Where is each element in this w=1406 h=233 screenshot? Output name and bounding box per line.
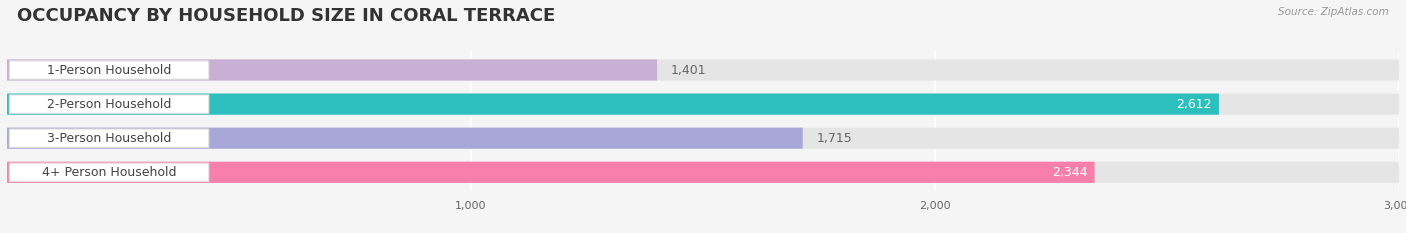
Text: 2,612: 2,612	[1177, 98, 1212, 111]
FancyBboxPatch shape	[10, 129, 209, 147]
FancyBboxPatch shape	[7, 128, 803, 149]
Text: Source: ZipAtlas.com: Source: ZipAtlas.com	[1278, 7, 1389, 17]
Text: 1-Person Household: 1-Person Household	[46, 64, 172, 76]
FancyBboxPatch shape	[7, 59, 657, 81]
Text: 4+ Person Household: 4+ Person Household	[42, 166, 176, 179]
FancyBboxPatch shape	[7, 162, 1095, 183]
Text: 2,344: 2,344	[1052, 166, 1088, 179]
Text: OCCUPANCY BY HOUSEHOLD SIZE IN CORAL TERRACE: OCCUPANCY BY HOUSEHOLD SIZE IN CORAL TER…	[17, 7, 555, 25]
FancyBboxPatch shape	[7, 93, 1399, 115]
Text: 1,715: 1,715	[817, 132, 852, 145]
FancyBboxPatch shape	[10, 61, 209, 79]
FancyBboxPatch shape	[7, 162, 1399, 183]
FancyBboxPatch shape	[7, 128, 1399, 149]
Text: 1,401: 1,401	[671, 64, 707, 76]
Text: 3-Person Household: 3-Person Household	[46, 132, 172, 145]
FancyBboxPatch shape	[10, 95, 209, 113]
FancyBboxPatch shape	[7, 93, 1219, 115]
FancyBboxPatch shape	[7, 59, 1399, 81]
Text: 2-Person Household: 2-Person Household	[46, 98, 172, 111]
FancyBboxPatch shape	[10, 163, 209, 182]
